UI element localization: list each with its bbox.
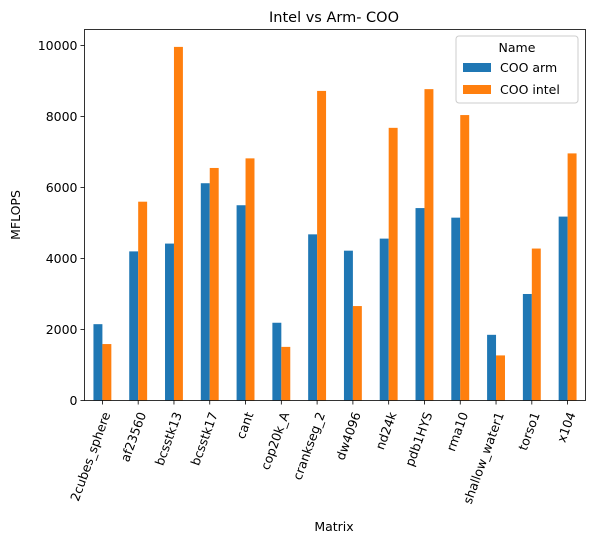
x-tick-label-2cubes-sphere: 2cubes_sphere	[67, 410, 113, 504]
y-tick-label: 0	[70, 393, 78, 408]
bar-coo-arm-dw4096	[343, 250, 353, 401]
x-tick-label-bcsstk13: bcsstk13	[152, 410, 185, 468]
x-tick-label-crankseg-2: crankseg_2	[290, 410, 328, 482]
x-tick-label-x104: x104	[554, 410, 579, 445]
legend-label-coo-intel: COO intel	[500, 82, 560, 97]
chart-title: Intel vs Arm- COO	[269, 10, 399, 26]
bar-coo-intel-2cubes-sphere	[102, 344, 112, 401]
x-tick-label-torso1: torso1	[515, 410, 543, 453]
bar-coo-intel-cop20k-a	[281, 346, 291, 401]
bar-coo-intel-x104	[567, 153, 577, 401]
x-tick-label-cop20k-a: cop20k_A	[257, 409, 292, 471]
bar-coo-intel-torso1	[531, 248, 541, 401]
bar-coo-arm-bcsstk17	[200, 183, 210, 401]
bar-coo-arm-2cubes-sphere	[93, 324, 103, 401]
x-axis-ticks: 2cubes_sphere af23560 bcsstk13 bcsstk17 cant…	[67, 400, 579, 506]
x-tick-label-af23560: af23560	[117, 410, 149, 464]
legend-title: Name	[499, 40, 536, 55]
bar-coo-arm-nd24k	[379, 238, 389, 401]
bar-coo-intel-rma10	[460, 115, 470, 401]
bar-coo-arm-x104	[558, 216, 568, 401]
x-tick-label-dw4096: dw4096	[333, 410, 364, 462]
bar-coo-intel-nd24k	[388, 127, 398, 401]
y-tick-label: 8000	[46, 109, 78, 124]
x-tick-label-pdb1hys: pdb1HYS	[402, 410, 436, 468]
y-tick-label: 6000	[46, 180, 78, 195]
bar-coo-intel-dw4096	[352, 306, 362, 401]
bar-coo-arm-rma10	[451, 217, 461, 401]
x-tick-label-rma10: rma10	[443, 410, 471, 453]
bar-coo-intel-pdb1hys	[424, 89, 434, 401]
y-tick-label: 10000	[38, 38, 78, 53]
bar-coo-intel-bcsstk13	[173, 46, 183, 401]
legend-swatch-coo-arm	[463, 63, 491, 72]
bar-coo-arm-pdb1hys	[415, 208, 425, 401]
legend: Name COO arm COO intel	[455, 35, 579, 104]
y-axis-ticks: 0 2000 4000 6000 8000 10000	[38, 38, 85, 408]
bar-coo-arm-af23560	[129, 251, 139, 401]
plot-area-frame	[84, 29, 586, 401]
x-axis-label: Matrix	[314, 519, 353, 534]
legend-swatch-coo-intel	[463, 85, 491, 94]
bar-coo-intel-crankseg-2	[317, 90, 327, 401]
x-tick-label-cant: cant	[233, 410, 256, 441]
bar-coo-intel-cant	[245, 158, 255, 401]
bar-coo-arm-cop20k-a	[272, 322, 282, 401]
bars-group	[93, 46, 577, 401]
legend-label-coo-arm: COO arm	[500, 60, 557, 75]
y-axis-label: MFLOPS	[8, 190, 23, 240]
bar-coo-arm-cant	[236, 205, 246, 401]
bar-coo-intel-af23560	[138, 201, 148, 401]
bar-coo-arm-crankseg-2	[308, 234, 318, 401]
bar-coo-intel-bcsstk17	[209, 167, 219, 401]
y-tick-label: 2000	[46, 322, 78, 337]
bar-coo-intel-shallow-water1	[496, 355, 505, 401]
bar-coo-arm-shallow-water1	[487, 334, 497, 401]
bar-coo-arm-torso1	[522, 293, 532, 401]
x-tick-label-bcsstk17: bcsstk17	[187, 410, 220, 468]
x-tick-label-nd24k: nd24k	[372, 409, 400, 451]
bar-coo-arm-bcsstk13	[165, 243, 174, 401]
y-tick-label: 4000	[46, 251, 78, 266]
